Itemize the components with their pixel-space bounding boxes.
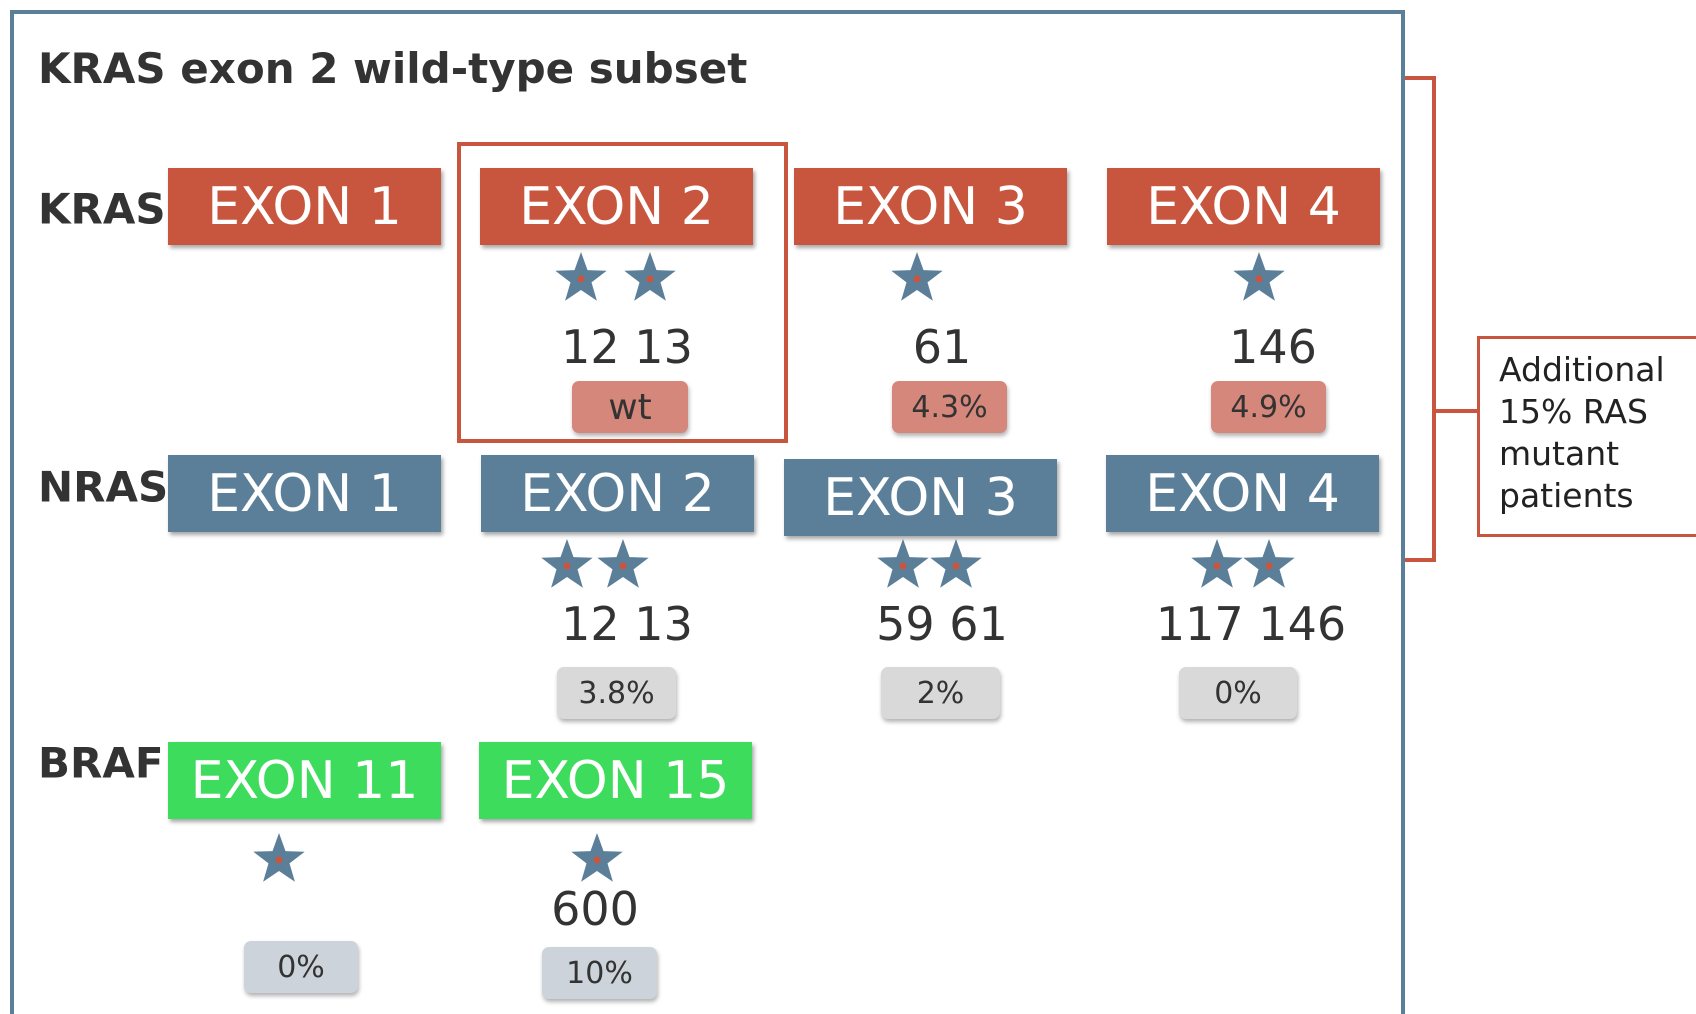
exon-box: EXON 3 (794, 168, 1067, 245)
stat-badge: 2% (881, 667, 1000, 719)
note-box: Additional 15% RAS mutant patients (1477, 336, 1696, 537)
stat-badge: 4.3% (892, 381, 1007, 433)
codon-positions: 12 13 (561, 320, 693, 374)
bracket (1405, 76, 1477, 562)
codon-positions: 117 146 (1155, 597, 1347, 651)
stat-badge: 0% (244, 941, 358, 993)
note-line: Additional (1499, 350, 1665, 389)
stat-badge: 3.8% (557, 667, 676, 719)
highlight-box (457, 142, 788, 443)
title: KRAS exon 2 wild-type subset (38, 44, 748, 93)
note-line: patients (1499, 476, 1634, 515)
stat-badge: 10% (542, 947, 657, 999)
exon-box: EXON 2 (480, 168, 753, 245)
codon-positions: 146 (1229, 320, 1317, 374)
exon-box: EXON 1 (168, 455, 441, 532)
outer-frame (10, 10, 1405, 1014)
stat-badge: 4.9% (1211, 381, 1326, 433)
note-line: 15% RAS (1499, 392, 1648, 431)
exon-box: EXON 3 (784, 459, 1057, 536)
codon-positions: 59 61 (876, 597, 1008, 651)
gene-label: NRAS (38, 462, 169, 512)
exon-box: EXON 4 (1107, 168, 1380, 245)
exon-box: EXON 2 (481, 455, 754, 532)
exon-box: EXON 15 (479, 742, 752, 819)
note-line: mutant (1499, 434, 1620, 473)
exon-box: EXON 1 (168, 168, 441, 245)
codon-positions: 600 (551, 882, 639, 936)
codon-positions: 61 (912, 320, 972, 374)
gene-label: BRAF (38, 738, 164, 788)
stat-badge: 0% (1179, 667, 1297, 719)
exon-box: EXON 4 (1106, 455, 1379, 532)
exon-box: EXON 11 (168, 742, 441, 819)
codon-positions: 12 13 (561, 597, 693, 651)
stat-badge: wt (572, 381, 688, 433)
gene-label: KRAS (38, 184, 166, 234)
